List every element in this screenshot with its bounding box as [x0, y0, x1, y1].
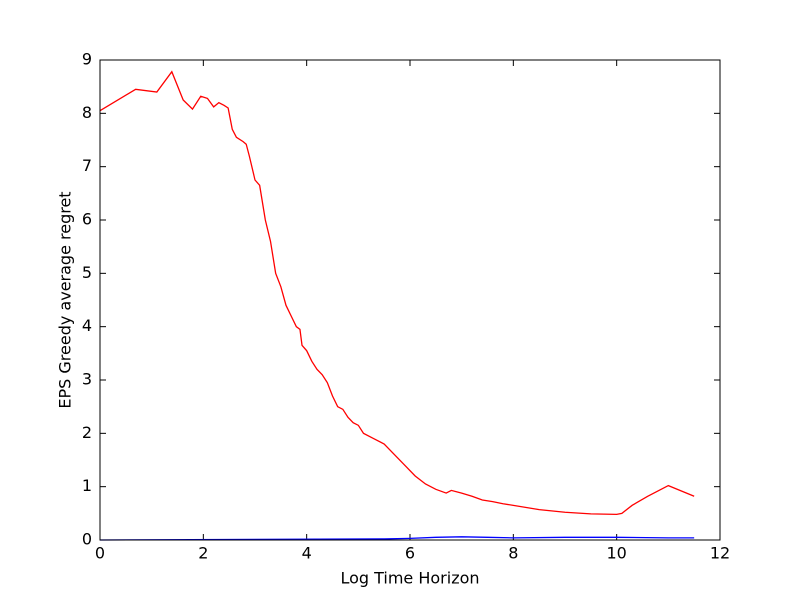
data-line [99, 70, 695, 516]
y-tick-label: 1 [82, 476, 92, 495]
x-tick-label: 6 [405, 544, 415, 563]
x-tick-label: 2 [198, 544, 208, 563]
y-tick-label: 6 [82, 210, 92, 229]
x-tick-label: 12 [710, 544, 730, 563]
y-tick-label: 8 [82, 103, 92, 122]
y-tick-label: 3 [82, 370, 92, 389]
y-axis-label: EPS Greedy average regret [56, 191, 75, 408]
x-tick-label: 4 [302, 544, 312, 563]
y-tick-label: 2 [82, 423, 92, 442]
y-tick-label: 5 [82, 263, 92, 282]
plot-frame [99, 59, 721, 541]
x-tick-label: 8 [508, 544, 518, 563]
y-tick-label: 4 [82, 316, 92, 335]
data-line [99, 536, 695, 541]
y-tick-label: 0 [82, 530, 92, 549]
x-tick-label: 0 [95, 544, 105, 563]
x-axis-label: Log Time Horizon [340, 569, 479, 588]
x-tick-label: 10 [606, 544, 626, 563]
y-tick-label: 7 [82, 156, 92, 175]
y-tick-label: 9 [82, 50, 92, 69]
